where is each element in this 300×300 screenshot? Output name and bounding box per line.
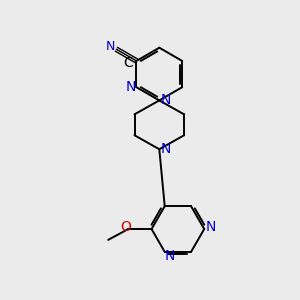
Text: C: C bbox=[123, 56, 133, 70]
Text: N: N bbox=[161, 142, 171, 156]
Text: N: N bbox=[164, 250, 175, 263]
Text: N: N bbox=[126, 80, 136, 94]
Text: N: N bbox=[161, 93, 171, 107]
Text: N: N bbox=[205, 220, 216, 235]
Text: O: O bbox=[120, 220, 131, 235]
Text: N: N bbox=[106, 40, 116, 53]
